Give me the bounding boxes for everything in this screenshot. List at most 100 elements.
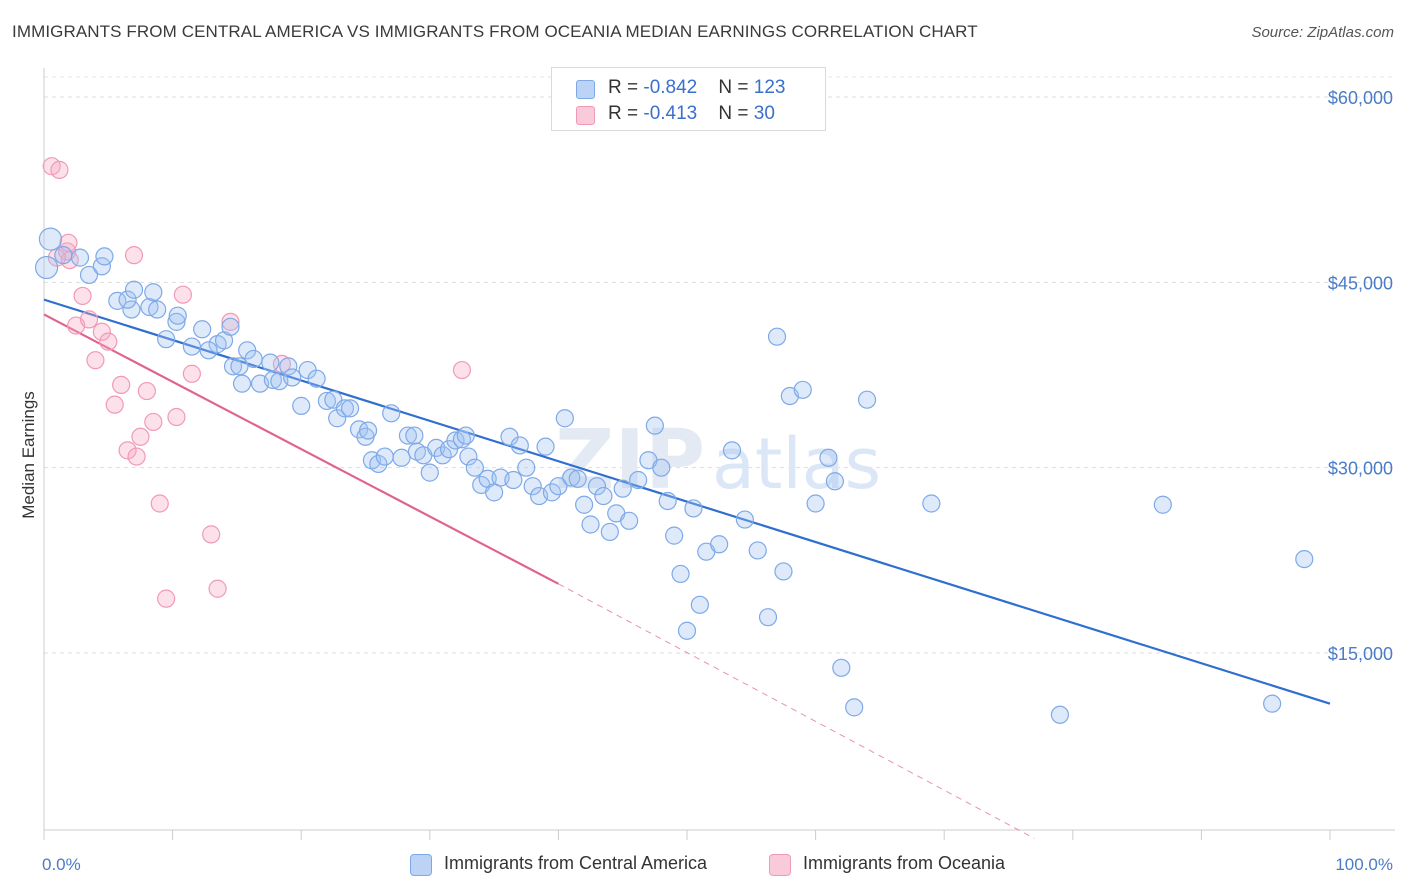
data-point-central-america [722, 441, 742, 460]
data-point-oceania [173, 285, 192, 304]
data-point-central-america [79, 265, 99, 285]
data-point-central-america [620, 511, 639, 530]
data-point-central-america [536, 437, 555, 456]
data-point-central-america [148, 300, 167, 319]
data-point-central-america [230, 357, 249, 376]
data-point-central-america [845, 698, 864, 717]
y-tick-label: $60,000 [1328, 88, 1393, 108]
data-point-central-america [748, 541, 767, 560]
data-point-oceania [137, 381, 156, 401]
data-point-oceania [92, 322, 111, 341]
data-point-central-america [922, 494, 941, 513]
data-point-oceania [118, 441, 137, 460]
data-point-oceania [167, 407, 186, 427]
data-point-central-america [70, 248, 90, 267]
axis-labels: $15,000 $30,000 $45,000 $60,000 0.0% 100.0% Me… [19, 88, 1393, 874]
data-point-central-america [405, 426, 424, 445]
data-point-central-america [307, 369, 326, 388]
data-point-central-america [263, 370, 283, 390]
data-point-central-america [504, 470, 523, 490]
data-point-oceania [182, 364, 201, 383]
y-tick-label: $15,000 [1328, 644, 1393, 664]
data-point-central-america [819, 448, 838, 467]
data-point-central-america [562, 468, 581, 487]
data-point-central-america [369, 454, 388, 474]
data-point-central-america [157, 330, 176, 349]
data-point-central-america [193, 320, 212, 339]
data-point-central-america [587, 477, 607, 496]
data-point-oceania [202, 525, 221, 544]
trend-line-0 [43, 298, 1331, 705]
correlation-legend: R = -0.842 N = 123 R = -0.413 N = 30 [551, 67, 826, 131]
data-point-central-america [629, 470, 648, 490]
data-point-central-america [382, 404, 401, 423]
data-point-central-america [832, 658, 851, 677]
data-point-oceania [105, 395, 124, 414]
data-point-central-america [54, 246, 73, 265]
data-point-central-america [735, 510, 754, 529]
data-point-central-america [1153, 495, 1172, 514]
data-point-oceania [73, 286, 92, 306]
legend-row-oceania: R = -0.413 N = 30 [576, 102, 775, 128]
data-point-oceania [124, 246, 144, 265]
trend-line-1 [43, 313, 559, 585]
x-tick-label-max: 100.0% [1335, 855, 1393, 874]
data-point-central-america [223, 357, 243, 376]
data-point-central-america [658, 491, 677, 511]
data-point-central-america [118, 290, 137, 309]
data-point-central-america [774, 562, 793, 581]
data-point-central-america [710, 535, 729, 554]
data-point-central-america [758, 608, 778, 627]
data-point-oceania [99, 332, 118, 351]
data-point-oceania [86, 351, 105, 370]
data-point-central-america [34, 255, 59, 280]
data-points [34, 157, 1314, 724]
data-point-central-america [806, 494, 825, 513]
data-point-oceania [112, 375, 131, 394]
legend-n-value: 123 [753, 77, 786, 98]
data-point-central-america [645, 416, 664, 435]
legend-r-label: R = [608, 103, 644, 124]
data-point-central-america [340, 399, 360, 418]
data-point-oceania [79, 310, 99, 329]
data-point-central-america [283, 368, 302, 387]
legend-r-label: R = [608, 77, 644, 98]
data-point-oceania [452, 360, 472, 380]
data-point-central-america [420, 463, 439, 482]
data-point-central-america [549, 477, 568, 496]
legend-r-value: -0.413 [643, 103, 698, 124]
y-tick-label: $45,000 [1328, 273, 1393, 293]
data-point-oceania [208, 579, 227, 598]
data-point-central-america [1295, 549, 1314, 569]
data-point-central-america [446, 431, 465, 450]
data-point-central-america [684, 499, 703, 518]
data-point-central-america [292, 396, 311, 415]
data-point-central-america [594, 486, 613, 506]
data-point-central-america [523, 477, 542, 496]
y-tick-label: $30,000 [1328, 459, 1393, 479]
data-point-central-america [690, 595, 709, 614]
data-point-oceania [127, 447, 146, 466]
data-point-central-america [168, 306, 187, 325]
data-point-central-america [767, 327, 787, 346]
data-point-central-america [459, 447, 478, 466]
legend-n-label: N = [718, 103, 754, 124]
data-point-central-america [517, 458, 536, 477]
data-point-oceania [221, 312, 240, 331]
bottom-legend-swatch-central-america [410, 854, 432, 876]
legend-swatch-oceania [576, 106, 595, 125]
axes [43, 68, 1395, 840]
data-point-central-america [279, 357, 298, 376]
data-point-central-america [398, 426, 418, 445]
data-point-oceania [50, 160, 69, 179]
watermark-atlas: atlas [712, 423, 881, 505]
data-point-oceania [150, 494, 169, 513]
data-point-central-america [857, 390, 877, 409]
chart-source: Source: ZipAtlas.com [1251, 24, 1394, 41]
data-point-central-america [793, 380, 812, 399]
legend-swatch-central-america [576, 80, 595, 99]
data-point-central-america [825, 472, 844, 491]
data-point-central-america [1050, 705, 1070, 724]
data-point-central-america [392, 448, 411, 467]
